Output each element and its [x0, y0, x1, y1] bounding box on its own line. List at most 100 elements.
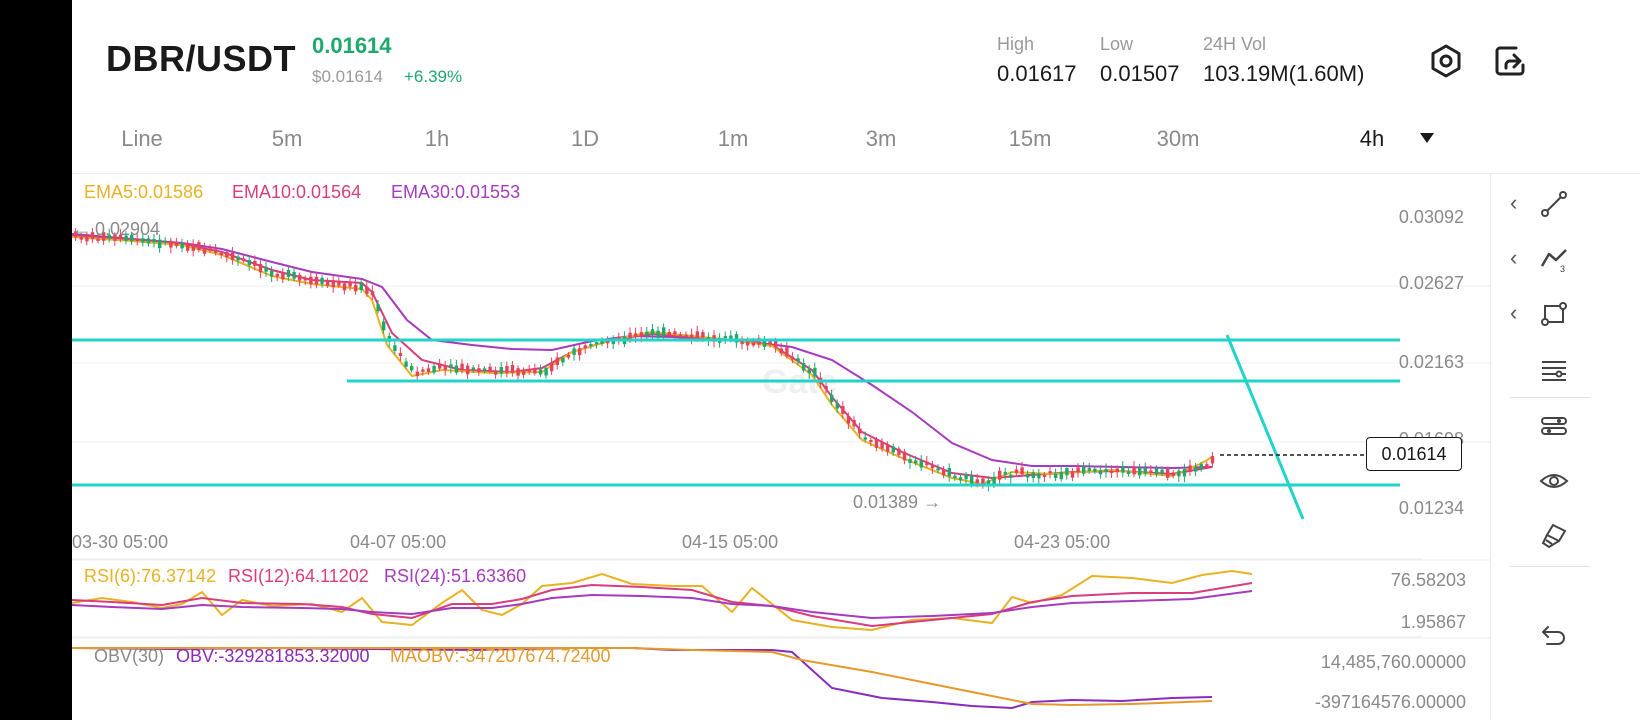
interval-dropdown-icon[interactable]	[1420, 133, 1434, 143]
tab-1h[interactable]: 1h	[424, 126, 450, 151]
candle	[561, 357, 565, 363]
eraser-icon[interactable]	[1534, 516, 1574, 556]
rect-tool-icon[interactable]	[1534, 294, 1574, 334]
candle	[1003, 472, 1007, 475]
low-marker: 0.01389 →	[853, 492, 942, 512]
candle	[897, 448, 901, 455]
rsi6-legend: RSI(6):76.37142	[84, 566, 217, 586]
candle	[544, 367, 548, 376]
trading-app: DBR/USDT 0.01614 $0.01614 +6.39% High 0.…	[72, 0, 1640, 720]
candle	[454, 365, 459, 373]
candle	[309, 276, 313, 284]
tab-1m[interactable]: 1m	[717, 126, 749, 151]
rsi12-line	[72, 582, 1253, 628]
candle	[298, 274, 302, 281]
candle	[1098, 470, 1103, 475]
y-tick: 0.03092	[1398, 207, 1464, 227]
candle	[964, 474, 968, 480]
candle	[331, 280, 335, 288]
candle	[768, 341, 772, 345]
candle	[701, 332, 705, 338]
volume-label: 24H Vol	[1203, 34, 1267, 54]
obv-top: 14,485,760.00000	[1320, 652, 1466, 672]
eye-icon[interactable]	[1534, 461, 1574, 501]
candle	[415, 371, 419, 377]
candle	[158, 239, 162, 249]
candle	[382, 321, 386, 331]
tab-5m[interactable]: 5m	[271, 126, 303, 151]
candle	[1009, 474, 1013, 478]
candle	[505, 366, 509, 374]
tab-15m[interactable]: 15m	[1008, 126, 1052, 151]
maobv-line	[72, 647, 1213, 707]
candle	[863, 437, 867, 440]
indicator-icon[interactable]	[1534, 406, 1574, 446]
candle	[1042, 474, 1047, 478]
candle	[314, 276, 319, 285]
candle	[919, 460, 923, 468]
candle	[102, 232, 106, 241]
candle	[734, 334, 739, 343]
candle	[281, 272, 285, 280]
candle	[958, 477, 963, 481]
line-tool-icon[interactable]	[1534, 184, 1574, 224]
tab-1d[interactable]: 1D	[570, 126, 600, 151]
hexagon-settings-icon[interactable]	[1426, 41, 1466, 81]
candle	[555, 357, 559, 365]
obv-bottom: -397164576.00000	[1314, 692, 1466, 712]
candle	[953, 475, 957, 478]
tab-30m[interactable]: 30m	[1156, 126, 1200, 151]
candle	[835, 403, 839, 409]
candle	[1205, 464, 1209, 467]
candle	[639, 332, 643, 337]
chevron-left-icon[interactable]: ‹	[1510, 300, 1518, 325]
candle	[583, 345, 587, 349]
candle	[107, 234, 111, 239]
candle	[214, 249, 218, 253]
tab-3m[interactable]: 3m	[865, 126, 897, 151]
candle	[690, 334, 694, 341]
candle	[393, 345, 397, 351]
candle	[264, 266, 268, 272]
trend-tool-icon[interactable]: 3	[1534, 239, 1574, 279]
price-chart[interactable]: Gate	[72, 0, 1640, 720]
usd-price: $0.01614	[312, 67, 383, 86]
candle	[589, 343, 593, 347]
candle	[606, 341, 610, 344]
ema30-line	[72, 233, 1213, 470]
obv-legend: OBV:-329281853.32000	[176, 646, 370, 666]
candle	[779, 348, 783, 354]
candle	[202, 247, 207, 254]
candle	[488, 366, 492, 371]
chevron-left-icon[interactable]: ‹	[1510, 245, 1518, 270]
candle	[1115, 468, 1119, 473]
tab-4h[interactable]: 4h	[1359, 126, 1385, 151]
ema30-legend: EMA30:0.01553	[391, 182, 521, 202]
candle	[538, 369, 543, 375]
candle	[880, 442, 884, 449]
current-price-tag: 0.01614	[1366, 437, 1462, 471]
undo-icon[interactable]	[1534, 616, 1574, 656]
candle	[359, 282, 363, 291]
chevron-left-icon[interactable]: ‹	[1510, 190, 1518, 215]
candle	[740, 341, 744, 345]
tab-line[interactable]: Line	[121, 126, 163, 151]
last-price: 0.01614	[312, 33, 392, 58]
candle	[1037, 473, 1041, 479]
settings-lines-icon[interactable]	[1534, 350, 1574, 390]
candle	[981, 478, 985, 486]
candle	[527, 369, 531, 372]
candle	[723, 336, 727, 339]
low-value: 0.01507	[1100, 61, 1180, 86]
high-stat: High 0.01617	[997, 34, 1077, 87]
rsi-top: 76.58203	[1390, 570, 1466, 590]
candle	[930, 464, 935, 469]
candle	[841, 406, 845, 414]
diagonal-line	[1225, 334, 1305, 520]
share-icon[interactable]	[1490, 41, 1530, 81]
candle	[986, 480, 991, 486]
candle	[1070, 471, 1075, 478]
candle	[813, 367, 817, 377]
candle	[242, 258, 246, 261]
candle	[1014, 469, 1019, 474]
